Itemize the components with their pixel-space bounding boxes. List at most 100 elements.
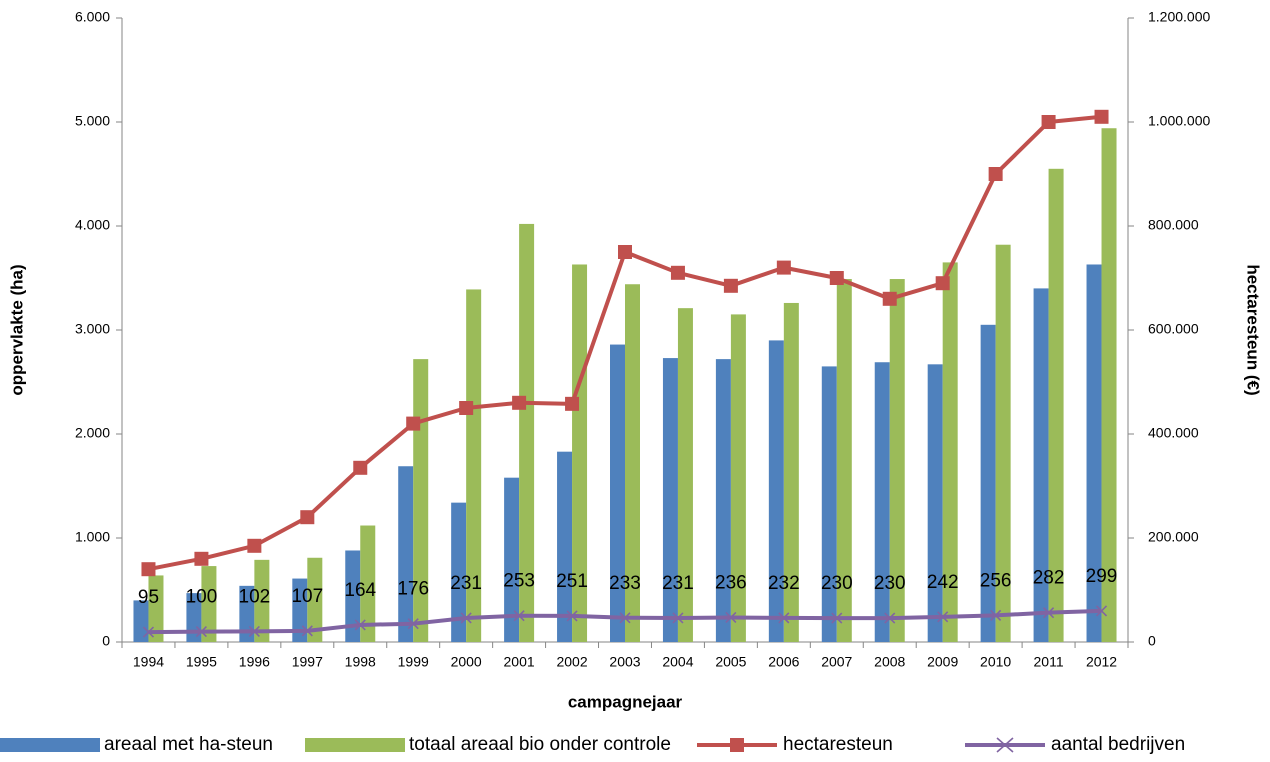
data-label: 299 <box>1086 566 1118 587</box>
y2-tick-label: 1.200.000 <box>1148 9 1210 25</box>
y-tick-label: 5.000 <box>75 113 110 129</box>
data-label: 95 <box>138 587 159 608</box>
x-tick-label: 2010 <box>980 654 1011 670</box>
bar <box>451 502 467 642</box>
bar <box>980 324 996 642</box>
line-marker <box>354 619 366 631</box>
legend-marker <box>996 737 1014 753</box>
y-tick-label: 3.000 <box>75 321 110 337</box>
data-label: 230 <box>821 573 853 594</box>
bar <box>662 358 678 642</box>
line-marker <box>937 611 949 623</box>
data-label: 230 <box>874 573 906 594</box>
bar <box>1048 168 1064 643</box>
legend-label: totaal areaal bio onder controle <box>409 734 671 755</box>
bar <box>821 366 837 642</box>
data-label: 251 <box>556 571 588 592</box>
bar <box>874 362 890 642</box>
bar <box>398 466 414 642</box>
line-marker <box>619 612 631 624</box>
y2-tick-label: 800.000 <box>1148 217 1199 233</box>
line-marker <box>831 612 843 624</box>
y-tick-label: 1.000 <box>75 529 110 545</box>
line-marker <box>1095 605 1108 617</box>
bar <box>610 344 625 642</box>
line-marker <box>725 611 737 624</box>
bar <box>768 340 784 642</box>
line-marker <box>618 245 632 259</box>
bar <box>625 284 640 642</box>
x-tick-label: 2000 <box>451 654 482 670</box>
y-tick-label: 0 <box>102 633 110 649</box>
line-marker <box>141 562 156 577</box>
legend-label: hectaresteun <box>783 734 893 755</box>
legend-swatch <box>305 738 405 752</box>
y-axis-title: oppervlakte (ha) <box>7 264 26 395</box>
data-label: 102 <box>239 586 271 607</box>
legend-swatch <box>0 738 100 752</box>
bar <box>1101 128 1117 643</box>
bar <box>927 364 943 642</box>
line-marker <box>142 626 155 638</box>
y-tick-label: 4.000 <box>75 217 110 233</box>
line-marker <box>407 618 419 630</box>
line-marker <box>1094 109 1109 124</box>
x-tick-label: 1996 <box>239 654 270 670</box>
line-marker <box>565 396 580 411</box>
x-tick-label: 1998 <box>345 654 376 670</box>
line-marker <box>670 265 685 280</box>
bar <box>889 279 905 642</box>
data-label: 282 <box>1033 568 1065 589</box>
y2-tick-label: 600.000 <box>1148 321 1199 337</box>
line-marker <box>723 278 738 293</box>
line-marker <box>1043 607 1055 619</box>
y2-tick-label: 1.000.000 <box>1148 113 1210 129</box>
bar <box>677 308 693 642</box>
x-tick-label: 2001 <box>504 654 535 670</box>
line-marker <box>672 612 684 624</box>
data-label: 236 <box>715 572 747 593</box>
x-tick-label: 1997 <box>292 654 323 670</box>
x-tick-label: 2006 <box>768 654 799 670</box>
line-marker <box>829 271 844 285</box>
line-marker <box>988 167 1003 181</box>
bar <box>942 262 958 642</box>
data-label: 231 <box>662 573 694 594</box>
line-marker <box>882 291 897 306</box>
y2-tick-label: 0 <box>1148 633 1156 649</box>
bar <box>995 244 1011 642</box>
x-tick-label: 1995 <box>186 654 217 670</box>
data-label: 164 <box>344 580 376 601</box>
bar <box>715 359 731 642</box>
line-marker <box>935 276 950 291</box>
x-tick-label: 1999 <box>398 654 429 670</box>
data-label: 176 <box>397 579 429 600</box>
bar <box>557 451 573 642</box>
line-marker <box>512 395 527 410</box>
x-tick-label: 1994 <box>133 654 164 670</box>
bar <box>519 223 535 643</box>
legend-label: areaal met ha-steun <box>104 734 273 755</box>
x-tick-label: 2009 <box>927 654 958 670</box>
data-label: 233 <box>609 573 641 594</box>
data-label: 107 <box>291 586 323 607</box>
bar <box>307 557 323 642</box>
line-marker <box>195 626 207 638</box>
bar <box>148 575 164 642</box>
line-marker <box>884 612 896 624</box>
data-label: 232 <box>768 573 800 594</box>
line-marker <box>1041 115 1056 129</box>
y-tick-label: 2.000 <box>75 425 110 441</box>
bar <box>504 477 520 642</box>
bar <box>572 264 588 642</box>
y2-tick-label: 200.000 <box>1148 529 1199 545</box>
x-tick-label: 2002 <box>556 654 587 670</box>
legend-label: aantal bedrijven <box>1051 734 1185 755</box>
line-marker <box>353 460 368 475</box>
bar <box>1086 264 1102 642</box>
y2-axis-title: hectaresteun (€) <box>1244 264 1263 395</box>
y-tick-label: 6.000 <box>75 9 110 25</box>
line-marker <box>247 538 262 553</box>
x-tick-label: 2008 <box>874 654 905 670</box>
